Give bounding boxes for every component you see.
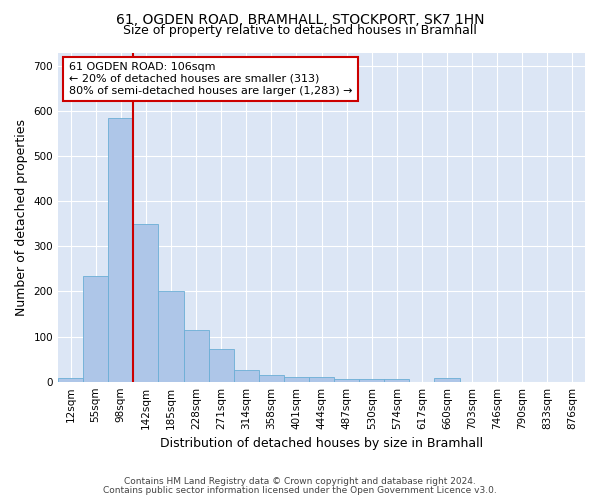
Text: Contains public sector information licensed under the Open Government Licence v3: Contains public sector information licen… bbox=[103, 486, 497, 495]
Text: 61 OGDEN ROAD: 106sqm
← 20% of detached houses are smaller (313)
80% of semi-det: 61 OGDEN ROAD: 106sqm ← 20% of detached … bbox=[68, 62, 352, 96]
Bar bbox=[259, 375, 284, 382]
Bar bbox=[334, 380, 359, 382]
Bar bbox=[233, 370, 259, 382]
Bar bbox=[184, 330, 209, 382]
Text: Contains HM Land Registry data © Crown copyright and database right 2024.: Contains HM Land Registry data © Crown c… bbox=[124, 477, 476, 486]
Bar bbox=[359, 380, 384, 382]
Bar bbox=[209, 349, 233, 382]
Text: Size of property relative to detached houses in Bramhall: Size of property relative to detached ho… bbox=[123, 24, 477, 37]
X-axis label: Distribution of detached houses by size in Bramhall: Distribution of detached houses by size … bbox=[160, 437, 483, 450]
Bar bbox=[83, 276, 108, 382]
Bar bbox=[309, 377, 334, 382]
Text: 61, OGDEN ROAD, BRAMHALL, STOCKPORT, SK7 1HN: 61, OGDEN ROAD, BRAMHALL, STOCKPORT, SK7… bbox=[116, 12, 484, 26]
Bar bbox=[434, 378, 460, 382]
Bar bbox=[133, 224, 158, 382]
Bar bbox=[158, 292, 184, 382]
Y-axis label: Number of detached properties: Number of detached properties bbox=[15, 118, 28, 316]
Bar bbox=[58, 378, 83, 382]
Bar bbox=[284, 377, 309, 382]
Bar bbox=[108, 118, 133, 382]
Bar bbox=[384, 380, 409, 382]
